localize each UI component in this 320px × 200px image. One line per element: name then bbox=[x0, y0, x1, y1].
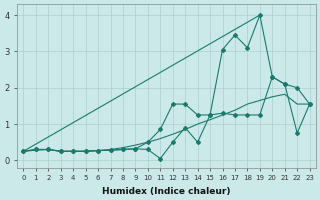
X-axis label: Humidex (Indice chaleur): Humidex (Indice chaleur) bbox=[102, 187, 231, 196]
